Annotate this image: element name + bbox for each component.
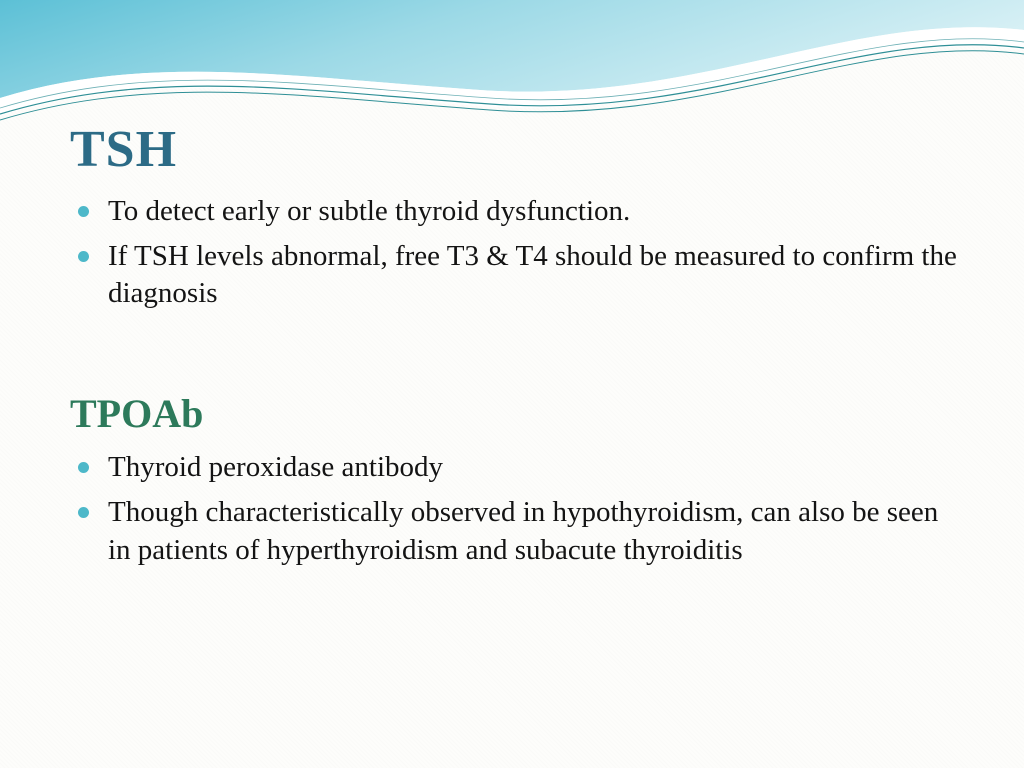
bullet-item: Though characteristically observed in hy… bbox=[98, 494, 964, 568]
bullet-item: To detect early or subtle thyroid dysfun… bbox=[98, 193, 964, 230]
slide-content: TSH To detect early or subtle thyroid dy… bbox=[70, 120, 964, 577]
wave-stroke-2 bbox=[0, 51, 1024, 120]
section2-bullets: Thyroid peroxidase antibody Though charac… bbox=[70, 449, 964, 568]
section1-bullets: To detect early or subtle thyroid dysfun… bbox=[70, 193, 964, 312]
wave-fill bbox=[0, 0, 1024, 98]
bullet-item: Thyroid peroxidase antibody bbox=[98, 449, 964, 486]
wave-stroke-3 bbox=[0, 39, 1024, 108]
section2-title: TPOAb bbox=[70, 390, 964, 437]
section1-title: TSH bbox=[70, 120, 964, 179]
bullet-item: If TSH levels abnormal, free T3 & T4 sho… bbox=[98, 238, 964, 312]
wave-white-stripe bbox=[0, 27, 1024, 116]
wave-stroke-1 bbox=[0, 45, 1024, 114]
